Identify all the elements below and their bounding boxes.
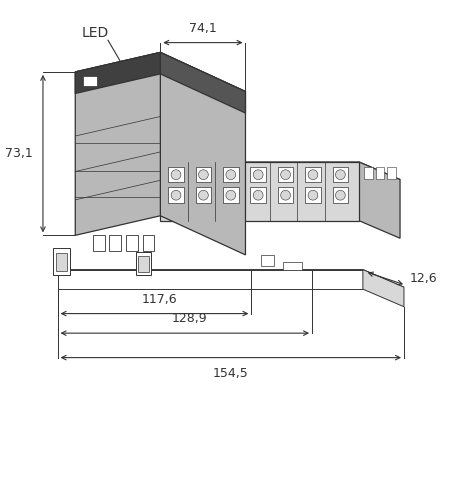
Polygon shape (58, 270, 363, 289)
Bar (364, 167, 373, 178)
Circle shape (336, 190, 345, 200)
Bar (305, 167, 321, 182)
Bar (283, 262, 302, 270)
Circle shape (199, 170, 208, 179)
Bar (250, 167, 266, 182)
Polygon shape (75, 52, 160, 94)
Bar (55, 253, 68, 270)
Bar (333, 188, 348, 203)
Bar (223, 167, 239, 182)
Circle shape (308, 170, 318, 179)
Text: 154,5: 154,5 (213, 368, 249, 380)
Circle shape (281, 170, 290, 179)
Text: 12,6: 12,6 (410, 272, 438, 285)
Bar (278, 167, 294, 182)
Circle shape (254, 190, 263, 200)
Circle shape (336, 170, 345, 179)
Bar (305, 188, 321, 203)
Polygon shape (359, 162, 400, 238)
Bar (138, 256, 149, 272)
Circle shape (171, 190, 181, 200)
Circle shape (281, 190, 290, 200)
Circle shape (171, 170, 181, 179)
Polygon shape (160, 52, 246, 255)
Polygon shape (160, 162, 400, 180)
Bar (93, 236, 104, 251)
Bar (136, 252, 151, 276)
Text: 117,6: 117,6 (142, 293, 177, 306)
Bar (110, 236, 121, 251)
Text: 128,9: 128,9 (172, 312, 207, 326)
Text: 73,1: 73,1 (6, 147, 33, 160)
Bar (250, 188, 266, 203)
Bar (143, 236, 155, 251)
Bar (196, 188, 211, 203)
Bar (223, 188, 239, 203)
Circle shape (308, 190, 318, 200)
Bar (376, 167, 384, 178)
Circle shape (226, 170, 236, 179)
Bar (53, 248, 70, 276)
Polygon shape (363, 270, 404, 306)
Bar (196, 167, 211, 182)
Polygon shape (75, 52, 246, 111)
Polygon shape (58, 270, 404, 287)
Text: 74,1: 74,1 (189, 22, 217, 35)
Bar (168, 167, 184, 182)
Circle shape (226, 190, 236, 200)
Text: LED: LED (81, 26, 109, 40)
Bar (168, 188, 184, 203)
FancyBboxPatch shape (83, 76, 97, 86)
Bar (278, 188, 294, 203)
Polygon shape (160, 162, 359, 220)
Bar (387, 167, 396, 178)
Bar (333, 167, 348, 182)
Polygon shape (75, 52, 160, 236)
Bar (261, 255, 274, 266)
Circle shape (254, 170, 263, 179)
Circle shape (199, 190, 208, 200)
Bar (126, 236, 138, 251)
Polygon shape (160, 52, 246, 113)
